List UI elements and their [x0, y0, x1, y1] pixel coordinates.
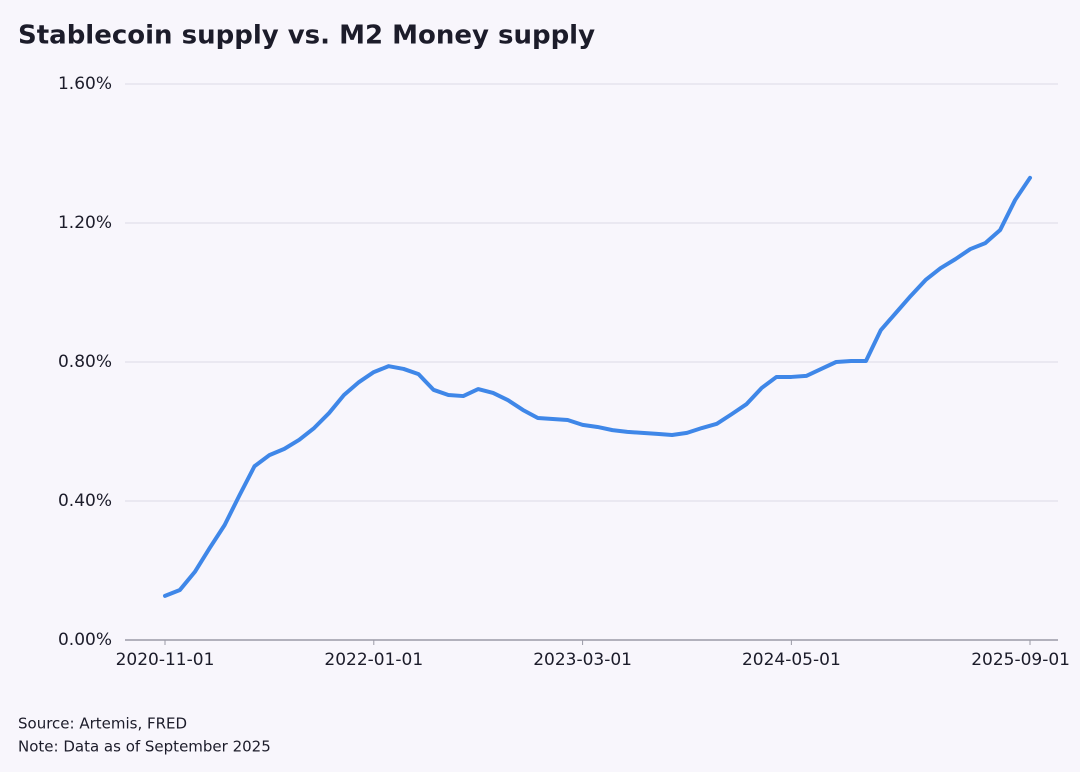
- source-note: Source: Artemis, FRED: [18, 715, 187, 733]
- y-tick-label: 0.00%: [58, 630, 112, 650]
- x-tick-label: 2020-11-01: [116, 650, 215, 670]
- chart-title: Stablecoin supply vs. M2 Money supply: [18, 21, 595, 51]
- x-tick-label: 2022-01-01: [324, 650, 423, 670]
- data-note: Note: Data as of September 2025: [18, 738, 271, 756]
- y-tick-label: 1.20%: [58, 213, 112, 233]
- data-line: [163, 175, 1032, 598]
- y-tick-label: 0.40%: [58, 491, 112, 511]
- x-tick-label: 2023-03-01: [533, 650, 632, 670]
- x-tick-label: 2025-09-01: [971, 650, 1070, 670]
- x-tick-label: 2024-05-01: [742, 650, 841, 670]
- y-tick-label: 0.80%: [58, 352, 112, 372]
- y-tick-label: 1.60%: [58, 74, 112, 94]
